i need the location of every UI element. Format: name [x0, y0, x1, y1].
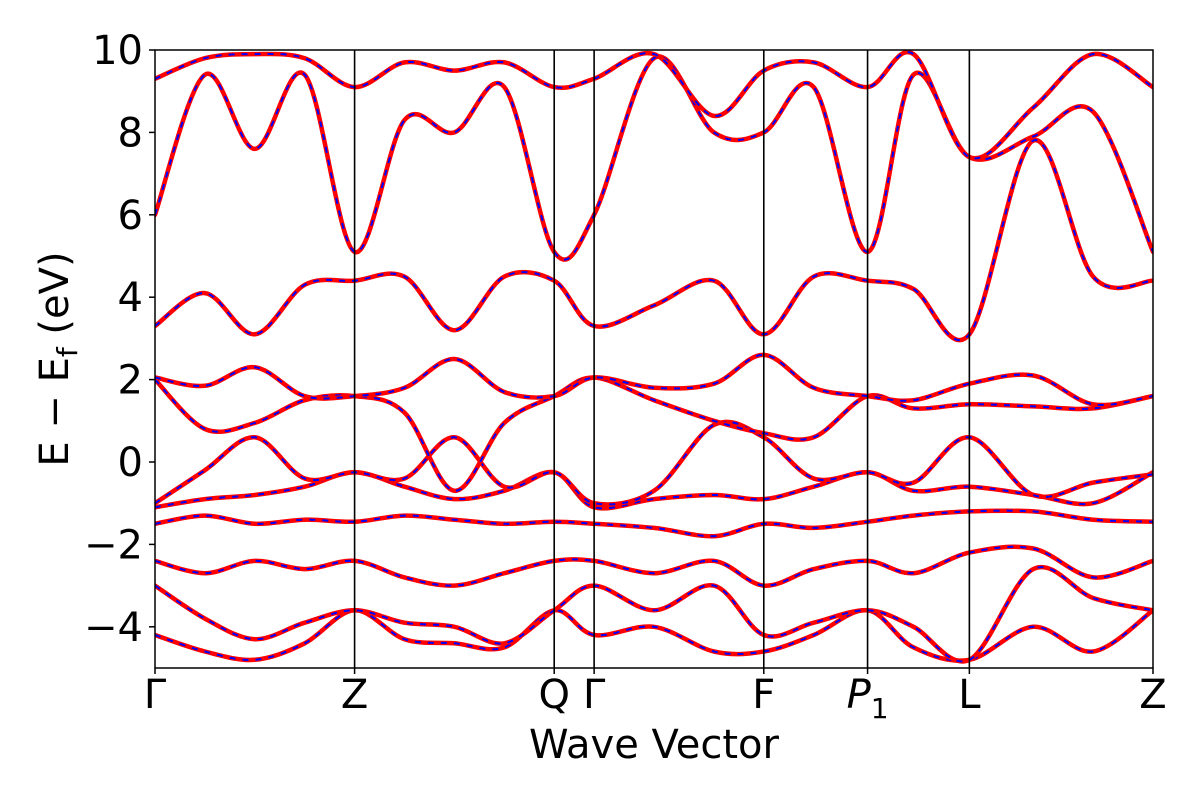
y-axis-label-main: E − E: [32, 357, 78, 467]
x-tick-label-text-0: Γ: [144, 672, 167, 718]
band-line-blue-1: [155, 566, 1153, 663]
x-tick-label-text-6: L: [958, 672, 981, 718]
x-tick-label-text-4: F: [752, 672, 775, 718]
band-line-red-2: [155, 544, 1153, 588]
band-line-blue-7: [155, 353, 1153, 407]
band-line-red-3: [155, 508, 1153, 539]
plot-frame: [154, 49, 1154, 669]
y-tick-label-2: 0: [118, 440, 143, 486]
y-tick-label-0: −4: [84, 605, 143, 651]
x-tick-label-4: F: [752, 672, 775, 718]
y-axis-label-unit: (eV): [32, 251, 78, 347]
x-tick-label-6: L: [958, 672, 981, 718]
band-line-blue-8: [155, 139, 1153, 342]
x-tick-label-7: Z: [1139, 672, 1166, 718]
y-axis-ticks: −4 −2 0 2 4 6 8 10: [84, 28, 155, 651]
y-tick-label-5: 6: [118, 193, 143, 239]
x-tick-label-text-7: Z: [1139, 672, 1166, 718]
x-tick-label-sub-5: 1: [871, 692, 889, 725]
band-line-red-1: [155, 564, 1153, 664]
x-tick-label-text-1: Z: [341, 672, 368, 718]
y-tick-label-6: 8: [118, 110, 143, 156]
band-line-red-8: [155, 138, 1153, 343]
x-axis-ticks: Γ Z Q Γ F P1 L Z: [144, 668, 1167, 725]
band-line-blue-0: [155, 609, 1153, 662]
x-axis-label: Wave Vector: [529, 722, 780, 768]
x-tick-label-text-3: Γ: [583, 672, 606, 718]
band-line-red-10: [155, 50, 1153, 161]
x-tick-label-0: Γ: [144, 672, 167, 718]
band-line-blue-3: [155, 509, 1153, 538]
band-line-red-7: [155, 352, 1153, 408]
y-axis-label: E − Ef (eV): [32, 251, 84, 466]
y-axis-label-sub: f: [51, 346, 84, 357]
band-line-blue-9: [155, 55, 1153, 261]
y-tick-label-4: 4: [118, 275, 143, 321]
band-line-blue-2: [155, 545, 1153, 587]
y-tick-label-3: 2: [118, 358, 143, 404]
y-tick-label-7: 10: [92, 28, 143, 74]
y-tick-label-1: −2: [84, 522, 143, 568]
bands-layer: [155, 50, 1153, 664]
band-line-red-0: [155, 608, 1153, 663]
x-tick-label-3: Γ: [583, 672, 606, 718]
high-symmetry-lines: [353, 50, 971, 668]
x-tick-label-5: P1: [847, 672, 889, 725]
x-tick-label-text-2: Q: [538, 672, 569, 718]
x-tick-label-text-5: P: [847, 672, 872, 718]
x-tick-label-2: Q: [538, 672, 569, 718]
x-tick-label-1: Z: [341, 672, 368, 718]
